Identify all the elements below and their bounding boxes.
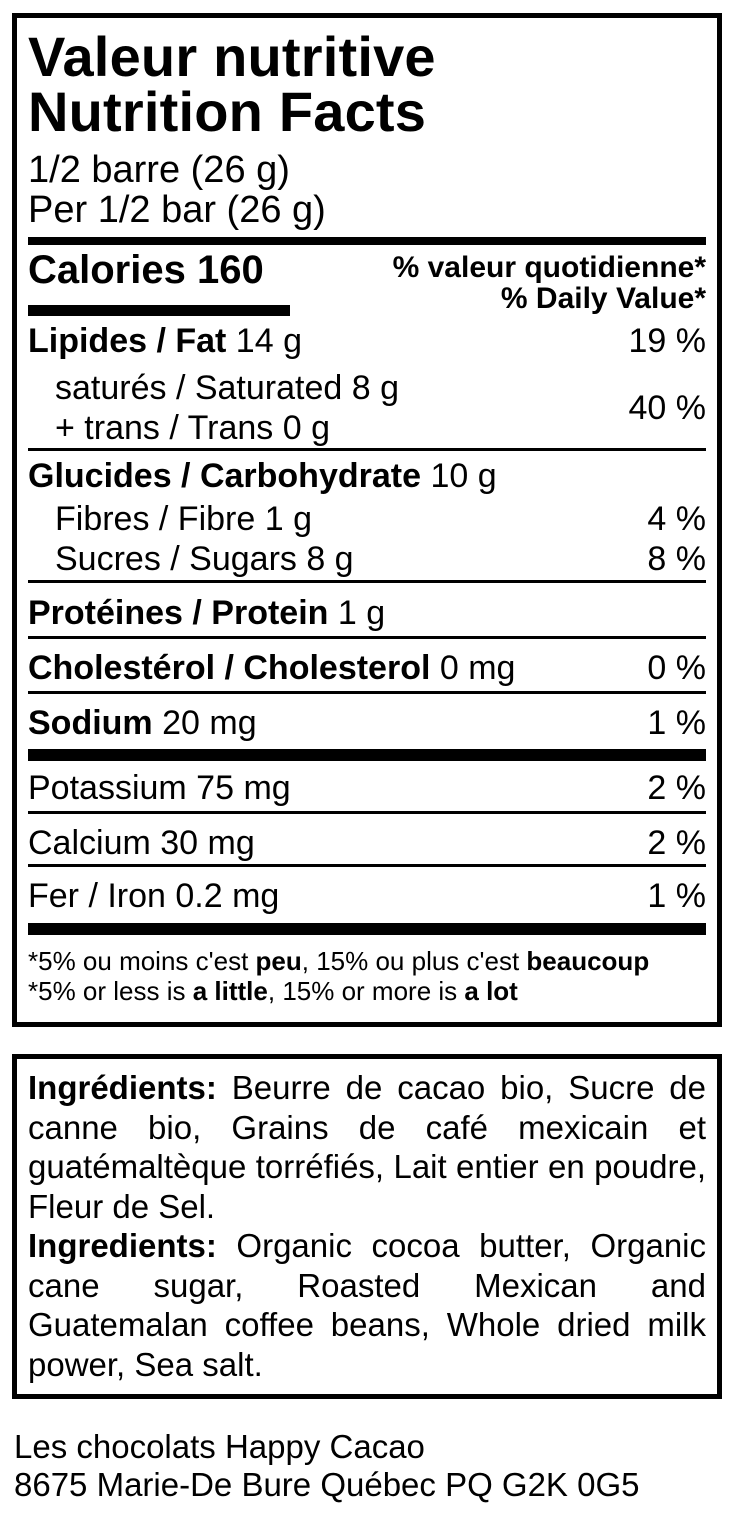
nutrient-label-carbohydrate: Glucides / Carbohydrate 10 g xyxy=(28,456,497,497)
manufacturer-address: 8675 Marie-De Bure Québec PQ G2K 0G5 xyxy=(14,1466,640,1503)
nutrient-row-protein: Protéines / Protein 1 g xyxy=(28,593,706,634)
ingredients-fr-label: Ingrédients: xyxy=(28,1069,217,1106)
calories-row: Calories 160 % valeur quotidienne* % Dai… xyxy=(28,248,706,316)
nutrient-row-saturated-trans: saturés / Saturated 8 g + trans / Trans … xyxy=(28,368,706,448)
iron-label: Fer / Iron 0.2 mg xyxy=(28,877,280,915)
nutrient-row-sugars: Sucres / Sugars 8 g 8 % xyxy=(28,539,706,579)
ingredients-en-line-4: power, Sea salt. xyxy=(28,1345,263,1383)
divider-thick-1 xyxy=(28,749,706,761)
daily-value-header-fr: % valeur quotidienne* xyxy=(392,251,706,284)
nutrient-row-fat: Lipides / Fat 14 g 19 % xyxy=(28,321,706,362)
manufacturer-name: Les chocolats Happy Cacao xyxy=(14,1428,425,1465)
cholesterol-amount: 0 mg xyxy=(430,649,516,687)
ingredients-panel: Ingrédients: Beurre de cacao bio, Sucre … xyxy=(12,1054,722,1399)
panel-title-fr: Valeur nutritive xyxy=(28,25,436,88)
potassium-daily-value: 2 % xyxy=(647,769,706,807)
daily-value-header: % valeur quotidienne* % Daily Value* xyxy=(393,252,706,314)
nutrient-row-carbohydrate: Glucides / Carbohydrate 10 g xyxy=(28,456,706,497)
footnote-fr: *5% ou moins c'est peu, 15% ou plus c'es… xyxy=(28,946,706,976)
footnote-fr-text-1: *5% ou moins c'est xyxy=(28,946,256,976)
footnote-en-text-1: *5% or less is xyxy=(28,976,193,1006)
ingredients-en-line-1: Ingredients: Organic cocoa butter, Organ… xyxy=(28,1226,706,1266)
trans-label: + trans / Trans 0 g xyxy=(55,409,330,447)
protein-label: Protéines / Protein xyxy=(28,594,329,632)
ingredients-en-line-3: Guatemalan coffee beans, Whole dried mil… xyxy=(28,1306,706,1343)
fibre-daily-value: 4 % xyxy=(647,500,706,538)
sodium-label: Sodium xyxy=(28,704,153,742)
manufacturer-info: Les chocolats Happy Cacao 8675 Marie-De … xyxy=(14,1428,735,1504)
divider-thin-5 xyxy=(28,811,706,814)
footnote-fr-bold-2: beaucoup xyxy=(526,946,650,976)
divider-thin-6 xyxy=(28,864,706,867)
sodium-daily-value: 1 % xyxy=(647,704,706,742)
divider-thick-2 xyxy=(28,923,706,935)
nutrient-label-sodium: Sodium 20 mg xyxy=(28,703,257,744)
calories-underline xyxy=(28,305,290,316)
nutrient-row-iron: Fer / Iron 0.2 mg 1 % xyxy=(28,876,706,917)
ingredients-en-label: Ingredients: xyxy=(28,1227,217,1264)
calories-value: Calories 160 xyxy=(28,248,264,292)
cholesterol-label: Cholestérol / Cholesterol xyxy=(28,649,431,687)
divider-thin-3 xyxy=(28,636,706,639)
footnote-fr-bold-1: peu xyxy=(255,946,302,976)
calcium-daily-value: 2 % xyxy=(647,824,706,862)
fibre-label: Fibres / Fibre 1 g xyxy=(55,500,312,538)
calories-block: Calories 160 xyxy=(28,248,290,316)
nutrient-label-protein: Protéines / Protein 1 g xyxy=(28,593,385,634)
serving-size-fr: 1/2 barre (26 g) xyxy=(28,149,290,191)
panel-title-en: Nutrition Facts xyxy=(28,80,427,143)
ingredients-fr-line-1-text: Beurre de cacao bio, Sucre de xyxy=(216,1069,706,1106)
iron-daily-value: 1 % xyxy=(647,877,706,915)
footnote-fr-text-2: , 15% ou plus c'est xyxy=(301,946,527,976)
sugars-daily-value: 8 % xyxy=(647,540,706,578)
footnote: *5% ou moins c'est peu, 15% ou plus c'es… xyxy=(28,946,706,1006)
nutrition-facts-panel: Valeur nutritive Nutrition Facts 1/2 bar… xyxy=(12,13,722,1027)
sugars-label: Sucres / Sugars 8 g xyxy=(55,540,354,578)
serving-size-en: Per 1/2 bar (26 g) xyxy=(28,189,326,231)
divider-thin-4 xyxy=(28,691,706,694)
ingredients-fr-line-4: Fleur de Sel. xyxy=(28,1187,216,1225)
divider-thin-1 xyxy=(28,448,706,451)
potassium-label: Potassium 75 mg xyxy=(28,769,291,807)
carbohydrate-amount: 10 g xyxy=(421,457,497,495)
fat-amount: 14 g xyxy=(226,322,302,360)
fat-daily-value: 19 % xyxy=(628,322,707,360)
nutrient-row-cholesterol: Cholestérol / Cholesterol 0 mg 0 % xyxy=(28,648,706,689)
carbohydrate-label: Glucides / Carbohydrate xyxy=(28,457,421,495)
daily-value-header-en: % Daily Value* xyxy=(500,282,706,315)
nutrient-row-calcium: Calcium 30 mg 2 % xyxy=(28,823,706,864)
sodium-amount: 20 mg xyxy=(152,704,257,742)
saturated-label: saturés / Saturated 8 g xyxy=(55,369,399,407)
nutrient-row-sodium: Sodium 20 mg 1 % xyxy=(28,703,706,744)
cholesterol-daily-value: 0 % xyxy=(647,649,706,687)
footnote-en: *5% or less is a little, 15% or more is … xyxy=(28,976,706,1006)
calcium-label: Calcium 30 mg xyxy=(28,824,255,862)
ingredients-fr-line-2: canne bio, Grains de café mexicain et xyxy=(28,1108,706,1146)
footnote-en-text-2: , 15% or more is xyxy=(267,976,465,1006)
ingredients-en-line-2: cane sugar, Roasted Mexican and xyxy=(28,1266,706,1304)
fat-label: Lipides / Fat xyxy=(28,322,227,360)
footnote-en-bold-2: a lot xyxy=(464,976,518,1006)
ingredients-fr-line-1: Ingrédients: Beurre de cacao bio, Sucre … xyxy=(28,1068,706,1108)
footnote-en-bold-1: a little xyxy=(192,976,268,1006)
nutrient-label-fat: Lipides / Fat 14 g xyxy=(28,321,302,362)
protein-amount: 1 g xyxy=(328,594,386,632)
ingredients-en-line-1-text: Organic cocoa butter, Organic xyxy=(216,1227,706,1264)
nutrient-label-cholesterol: Cholestérol / Cholesterol 0 mg xyxy=(28,648,515,689)
nutrient-row-fibre: Fibres / Fibre 1 g 4 % xyxy=(28,499,706,539)
saturated-trans-labels: saturés / Saturated 8 g + trans / Trans … xyxy=(28,368,399,448)
saturated-trans-daily-value: 40 % xyxy=(628,389,707,427)
divider-thin-2 xyxy=(28,580,706,583)
ingredients-fr-line-3: guatémaltèque torréfiés, Lait entier en … xyxy=(28,1148,706,1185)
nutrient-row-potassium: Potassium 75 mg 2 % xyxy=(28,768,706,809)
divider-medium-top xyxy=(28,237,706,245)
